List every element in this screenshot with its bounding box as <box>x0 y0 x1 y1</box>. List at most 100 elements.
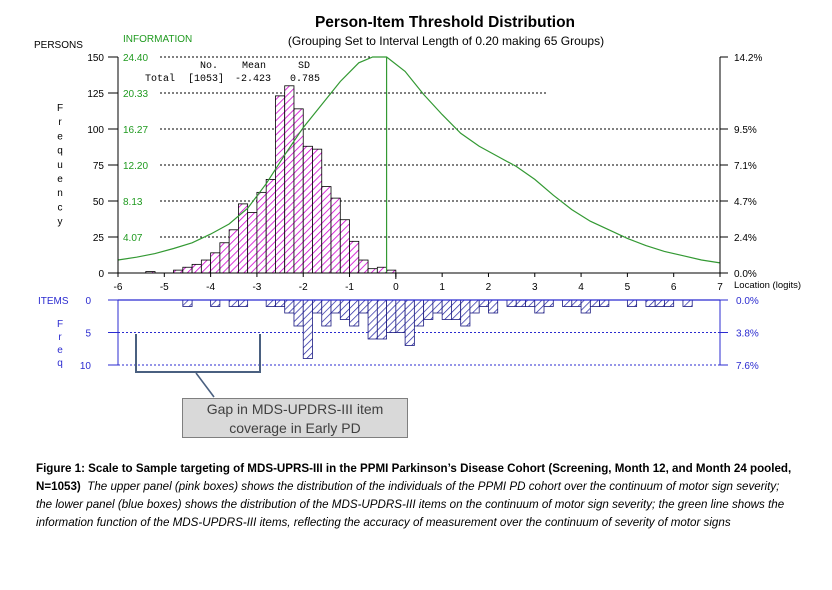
persons-y-tick-label: 75 <box>93 161 105 172</box>
person-bar <box>247 212 258 274</box>
item-bar <box>571 299 582 307</box>
info-tick-label: 4.07 <box>123 233 143 244</box>
stats-total-no: [1053] <box>188 73 224 85</box>
item-bar <box>228 299 239 307</box>
information-axis-title: INFORMATION <box>123 34 192 45</box>
info-tick-label: 12.20 <box>123 161 148 172</box>
gap-arrow <box>195 372 215 398</box>
info-tick-label: 16.27 <box>123 125 148 136</box>
person-bar <box>358 259 369 274</box>
items-right-tick-label: 7.6% <box>736 361 759 372</box>
item-bar <box>515 299 526 307</box>
person-bar <box>182 266 193 274</box>
person-bar <box>339 219 350 274</box>
item-bar <box>589 299 601 307</box>
item-bar <box>441 299 452 320</box>
person-bar <box>367 268 378 274</box>
chart-title: Person-Item Threshold Distribution <box>315 14 575 31</box>
item-bar <box>358 299 369 314</box>
item-bar <box>237 299 249 307</box>
item-bar <box>386 299 397 333</box>
person-bar <box>284 85 295 274</box>
item-bar <box>599 299 610 307</box>
person-bar <box>321 186 332 274</box>
person-bar <box>228 229 239 274</box>
item-bar <box>506 299 517 307</box>
frequency-letter: q <box>57 358 63 369</box>
items-y-tick-label: 10 <box>80 361 92 372</box>
item-bar <box>284 299 295 314</box>
item-bar <box>645 299 656 307</box>
items-axis-title: ITEMS <box>38 296 69 307</box>
persons-right-tick-label: 14.2% <box>734 53 762 64</box>
item-bar <box>488 299 499 314</box>
frequency-letter: e <box>57 174 63 185</box>
stats-header-sd: SD <box>298 61 310 72</box>
upper-gridlines: 0 25 50 75 100 125 150 4.07 8.13 12.20 16.27 20.33 2… <box>87 53 762 280</box>
item-bar <box>682 299 693 307</box>
persons-right-tick-label: 0.0% <box>734 269 757 280</box>
x-tick-label: 7 <box>717 282 723 293</box>
x-tick-label: 5 <box>625 282 631 293</box>
x-tick-label: -5 <box>160 282 169 293</box>
item-bar <box>534 299 545 314</box>
persons-right-tick-label: 7.1% <box>734 161 757 172</box>
item-bar <box>451 299 462 320</box>
item-bar <box>664 299 675 307</box>
x-tick-label: -2 <box>299 282 308 293</box>
x-tick-label: -4 <box>206 282 215 293</box>
item-bar <box>543 299 554 307</box>
item-bar <box>376 299 387 340</box>
stats-header-no: No. <box>200 61 218 72</box>
info-tick-label: 20.33 <box>123 89 148 100</box>
upper-axes <box>117 57 721 279</box>
item-bar <box>312 299 323 314</box>
items-y-tick-label: 5 <box>85 329 91 340</box>
person-bars <box>145 85 397 274</box>
persons-right-tick-label: 4.7% <box>734 197 757 208</box>
item-bar <box>432 299 443 314</box>
x-tick-label: 2 <box>486 282 492 293</box>
item-bar <box>580 299 591 314</box>
item-bar <box>423 299 434 320</box>
x-tick-label: 1 <box>439 282 445 293</box>
person-bar <box>219 242 230 274</box>
persons-y-tick-label: 125 <box>87 89 104 100</box>
caption-italic: The upper panel (pink boxes) shows the d… <box>36 480 785 529</box>
x-axis-label: Location (logits) <box>734 280 801 291</box>
gap-callout-box: Gap in MDS-UPDRS-III item coverage in Ea… <box>182 398 408 438</box>
person-bar <box>200 259 212 274</box>
information-curve <box>117 56 721 264</box>
gap-bracket <box>135 334 261 373</box>
item-bar <box>654 299 665 307</box>
frequency-letter: F <box>57 103 63 114</box>
item-bar <box>367 299 378 340</box>
item-bar <box>210 299 221 307</box>
x-tick-label: 0 <box>393 282 399 293</box>
stats-total-label: Total <box>145 73 175 85</box>
stats-total-sd: 0.785 <box>290 74 320 85</box>
caption-bold: Figure 1: Scale to Sample targeting of M… <box>36 462 792 493</box>
items-right-tick-label: 0.0% <box>736 296 759 307</box>
item-bar <box>302 299 313 359</box>
stats-block: No. Mean SD Total [1053] -2.423 0.785 <box>145 61 320 85</box>
frequency-letter: q <box>57 146 63 157</box>
item-bar <box>275 299 286 307</box>
item-bar <box>478 299 489 307</box>
persons-right-tick-label: 2.4% <box>734 233 757 244</box>
person-bar <box>265 178 276 274</box>
item-bar <box>525 299 536 307</box>
threshold-distribution-chart: Person-Item Threshold Distribution (Grou… <box>34 14 801 398</box>
x-axis-ticks: -6 -5 -4 -3 -2 -1 0 1 2 3 4 5 6 7 <box>114 273 723 293</box>
information-function <box>117 56 721 273</box>
item-bar <box>265 299 276 307</box>
frequency-letter: r <box>58 332 62 343</box>
person-bar <box>210 252 221 274</box>
frequency-letter: r <box>58 117 62 128</box>
item-bar <box>330 299 341 314</box>
item-bar <box>395 299 406 333</box>
person-bar <box>256 191 267 274</box>
items-right-tick-label: 3.8% <box>736 329 759 340</box>
persons-y-tick-label: 0 <box>98 269 104 280</box>
info-tick-label: 8.13 <box>123 197 143 208</box>
